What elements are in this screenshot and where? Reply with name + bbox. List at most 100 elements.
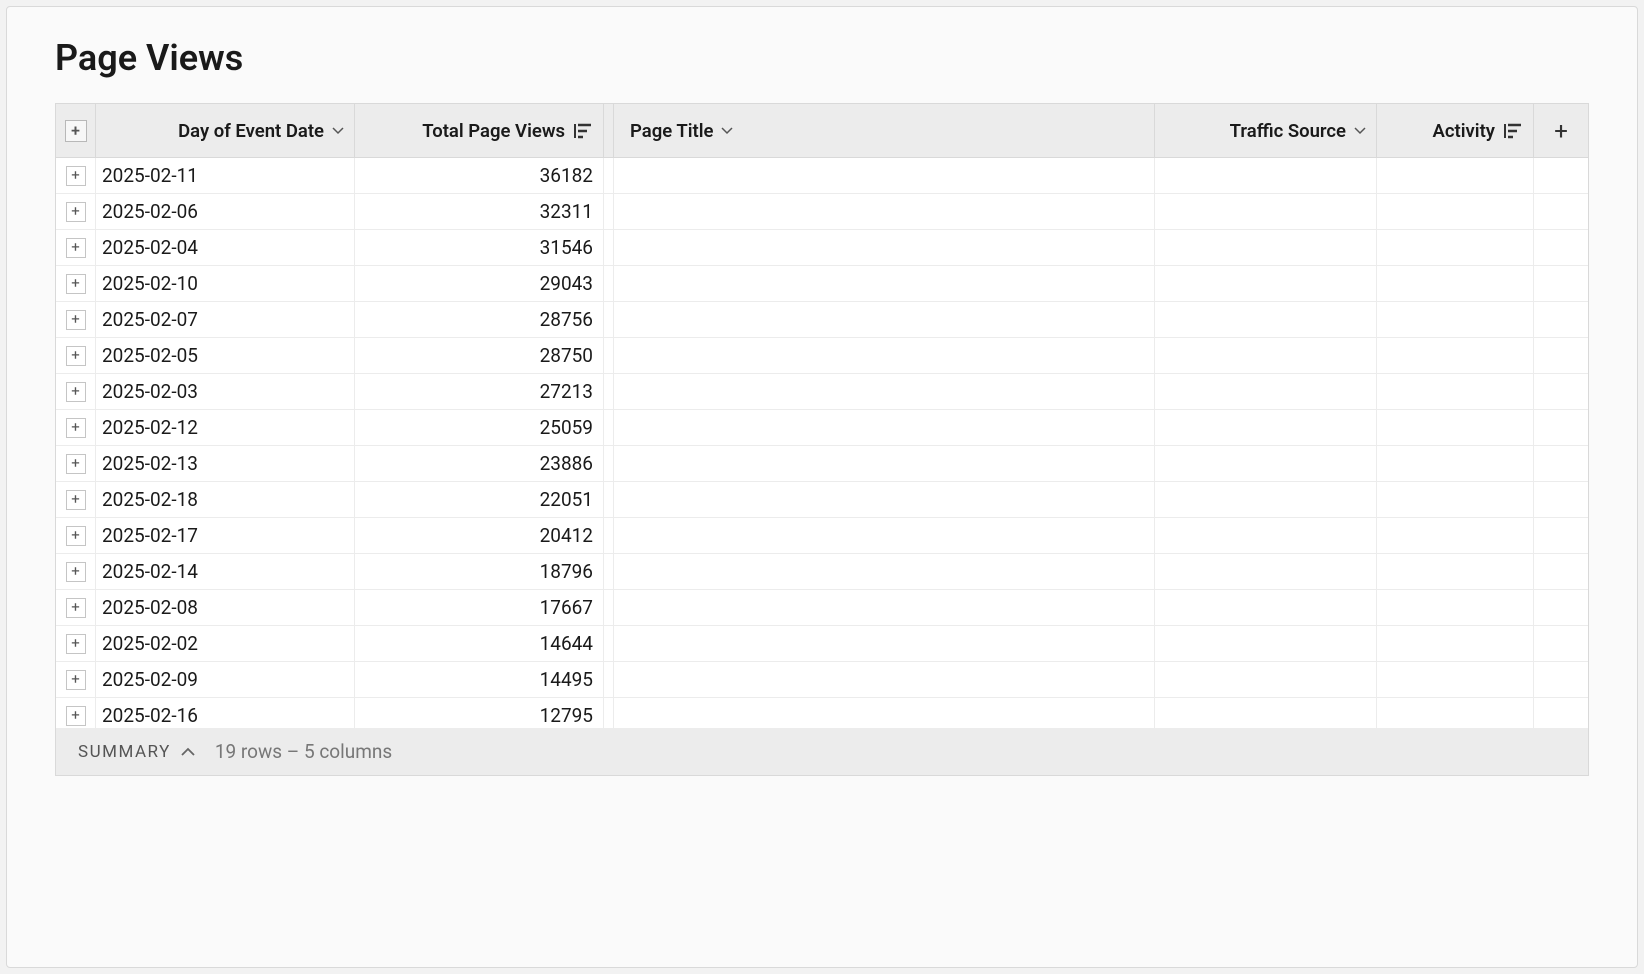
cell-views: 28756 — [355, 302, 604, 337]
cell-gap — [604, 266, 614, 301]
column-header-views[interactable]: Total Page Views — [355, 104, 604, 157]
summary-label: SUMMARY — [78, 742, 171, 762]
cell-traffic-source — [1155, 518, 1377, 553]
cell-date: 2025-02-09 — [96, 662, 355, 697]
cell-activity — [1377, 590, 1534, 625]
table-row[interactable]: +2025-02-1029043 — [56, 266, 1588, 302]
cell-activity — [1377, 662, 1534, 697]
cell-traffic-source — [1155, 698, 1377, 728]
cell-page-title — [614, 230, 1155, 265]
cell-traffic-source — [1155, 374, 1377, 409]
cell-activity — [1377, 698, 1534, 728]
cell-traffic-source — [1155, 266, 1377, 301]
expand-all-header[interactable]: + — [56, 104, 96, 157]
table-row[interactable]: +2025-02-0632311 — [56, 194, 1588, 230]
table-row[interactable]: +2025-02-0214644 — [56, 626, 1588, 662]
expand-row-button[interactable]: + — [56, 266, 96, 301]
cell-gap — [604, 194, 614, 229]
table-row[interactable]: +2025-02-1136182 — [56, 158, 1588, 194]
cell-views: 25059 — [355, 410, 604, 445]
expand-row-button[interactable]: + — [56, 302, 96, 337]
cell-date: 2025-02-02 — [96, 626, 355, 661]
cell-page-title — [614, 194, 1155, 229]
expand-row-button[interactable]: + — [56, 482, 96, 517]
table-header-row: + Day of Event Date Total Page Views — [56, 104, 1588, 158]
cell-empty — [1534, 626, 1588, 661]
cell-activity — [1377, 626, 1534, 661]
expand-row-button[interactable]: + — [56, 554, 96, 589]
cell-gap — [604, 662, 614, 697]
table-row[interactable]: +2025-02-0914495 — [56, 662, 1588, 698]
expand-row-button[interactable]: + — [56, 590, 96, 625]
table-row[interactable]: +2025-02-1612795 — [56, 698, 1588, 728]
cell-traffic-source — [1155, 158, 1377, 193]
cell-activity — [1377, 518, 1534, 553]
cell-views: 14644 — [355, 626, 604, 661]
table-row[interactable]: +2025-02-1720412 — [56, 518, 1588, 554]
expand-row-button[interactable]: + — [56, 698, 96, 728]
cell-activity — [1377, 266, 1534, 301]
cell-activity — [1377, 482, 1534, 517]
cell-traffic-source — [1155, 194, 1377, 229]
cell-gap — [604, 554, 614, 589]
cell-empty — [1534, 338, 1588, 373]
expand-row-button[interactable]: + — [56, 518, 96, 553]
cell-empty — [1534, 446, 1588, 481]
summary-bar[interactable]: SUMMARY 19 rows – 5 columns — [55, 728, 1589, 776]
table-row[interactable]: +2025-02-1225059 — [56, 410, 1588, 446]
expand-row-button[interactable]: + — [56, 410, 96, 445]
cell-gap — [604, 590, 614, 625]
plus-icon: + — [66, 706, 86, 726]
expand-row-button[interactable]: + — [56, 230, 96, 265]
cell-traffic-source — [1155, 446, 1377, 481]
column-header-date[interactable]: Day of Event Date — [96, 104, 355, 157]
plus-icon: + — [66, 490, 86, 510]
cell-gap — [604, 446, 614, 481]
table-row[interactable]: +2025-02-1822051 — [56, 482, 1588, 518]
expand-row-button[interactable]: + — [56, 338, 96, 373]
expand-row-button[interactable]: + — [56, 158, 96, 193]
table-row[interactable]: +2025-02-0327213 — [56, 374, 1588, 410]
column-header-traffic-source[interactable]: Traffic Source — [1155, 104, 1377, 157]
cell-views: 20412 — [355, 518, 604, 553]
cell-views: 17667 — [355, 590, 604, 625]
table-row[interactable]: +2025-02-0728756 — [56, 302, 1588, 338]
plus-icon: + — [65, 120, 87, 142]
plus-icon: + — [66, 346, 86, 366]
cell-activity — [1377, 410, 1534, 445]
cell-empty — [1534, 410, 1588, 445]
cell-traffic-source — [1155, 410, 1377, 445]
cell-traffic-source — [1155, 482, 1377, 517]
add-column-button[interactable]: + — [1534, 104, 1588, 157]
plus-icon: + — [66, 526, 86, 546]
cell-date: 2025-02-16 — [96, 698, 355, 728]
column-label: Total Page Views — [422, 120, 565, 142]
expand-row-button[interactable]: + — [56, 374, 96, 409]
plus-icon: + — [66, 454, 86, 474]
column-header-activity[interactable]: Activity — [1377, 104, 1534, 157]
sort-desc-icon — [573, 122, 593, 140]
plus-icon: + — [1554, 117, 1568, 145]
table-row[interactable]: +2025-02-1418796 — [56, 554, 1588, 590]
cell-activity — [1377, 230, 1534, 265]
table-row[interactable]: +2025-02-0817667 — [56, 590, 1588, 626]
cell-date: 2025-02-13 — [96, 446, 355, 481]
cell-empty — [1534, 590, 1588, 625]
table-row[interactable]: +2025-02-0431546 — [56, 230, 1588, 266]
table-row[interactable]: +2025-02-1323886 — [56, 446, 1588, 482]
cell-activity — [1377, 158, 1534, 193]
column-header-page-title[interactable]: Page Title — [614, 104, 1155, 157]
expand-row-button[interactable]: + — [56, 446, 96, 481]
cell-views: 31546 — [355, 230, 604, 265]
expand-row-button[interactable]: + — [56, 194, 96, 229]
expand-row-button[interactable]: + — [56, 626, 96, 661]
cell-date: 2025-02-07 — [96, 302, 355, 337]
cell-page-title — [614, 554, 1155, 589]
cell-activity — [1377, 374, 1534, 409]
expand-row-button[interactable]: + — [56, 662, 96, 697]
cell-views: 29043 — [355, 266, 604, 301]
cell-views: 28750 — [355, 338, 604, 373]
cell-views: 36182 — [355, 158, 604, 193]
column-label: Page Title — [630, 120, 713, 142]
table-row[interactable]: +2025-02-0528750 — [56, 338, 1588, 374]
